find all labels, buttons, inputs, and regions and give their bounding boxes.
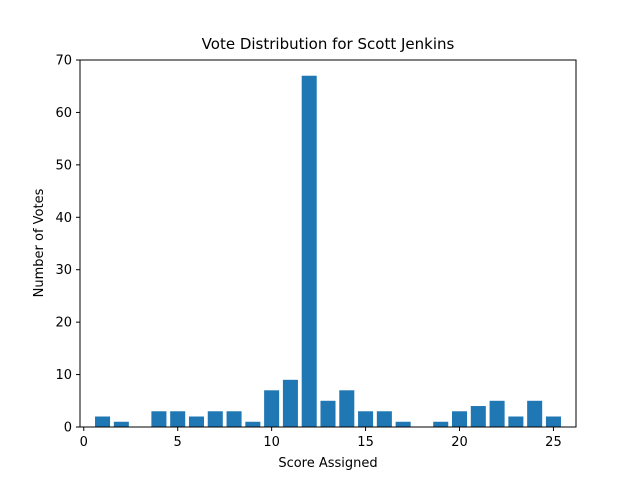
y-tick-label: 20 <box>55 316 72 331</box>
bar-score-12 <box>301 75 317 427</box>
y-tick-label: 70 <box>55 54 72 69</box>
y-tick-label: 10 <box>55 368 72 383</box>
y-tick-label: 30 <box>55 263 72 278</box>
chart-title: Vote Distribution for Scott Jenkins <box>202 35 455 53</box>
x-axis-label: Score Assigned <box>278 456 377 471</box>
x-tick-label: 25 <box>545 435 562 450</box>
bar-score-1 <box>95 416 111 427</box>
bar-score-4 <box>151 411 167 427</box>
x-tick-label: 5 <box>174 435 182 450</box>
bar-score-2 <box>113 421 129 427</box>
bar-score-16 <box>376 411 392 427</box>
bar-score-20 <box>452 411 468 427</box>
x-tick-label: 0 <box>80 435 88 450</box>
y-axis-label: Number of Votes <box>32 188 47 297</box>
bar-score-21 <box>470 406 486 427</box>
y-tick-label: 0 <box>64 421 72 436</box>
bar-score-15 <box>358 411 374 427</box>
bar-score-24 <box>527 400 543 427</box>
y-tick-label: 50 <box>55 158 72 173</box>
y-tick-label: 40 <box>55 211 72 226</box>
bar-score-8 <box>226 411 242 427</box>
x-axis-ticks: 0 5 10 15 20 25 <box>80 427 562 450</box>
bar-score-19 <box>433 421 449 427</box>
bar-score-6 <box>188 416 204 427</box>
x-tick-label: 10 <box>263 435 280 450</box>
plot-area-frame <box>79 59 577 428</box>
y-axis-ticks: 0 10 20 30 40 50 60 70 <box>55 54 80 436</box>
bar-score-13 <box>320 400 336 427</box>
bar-score-9 <box>245 421 261 427</box>
bar-score-5 <box>170 411 186 427</box>
bar-score-14 <box>339 390 355 427</box>
y-tick-label: 60 <box>55 106 72 121</box>
bar-score-17 <box>395 421 411 427</box>
bar-score-10 <box>264 390 280 427</box>
bar-score-7 <box>207 411 223 427</box>
bar-score-25 <box>545 416 561 427</box>
bar-score-22 <box>489 400 505 427</box>
x-tick-label: 20 <box>451 435 468 450</box>
bar-score-11 <box>282 379 298 427</box>
bars-group <box>95 75 561 427</box>
x-tick-label: 15 <box>357 435 374 450</box>
bar-score-23 <box>508 416 524 427</box>
